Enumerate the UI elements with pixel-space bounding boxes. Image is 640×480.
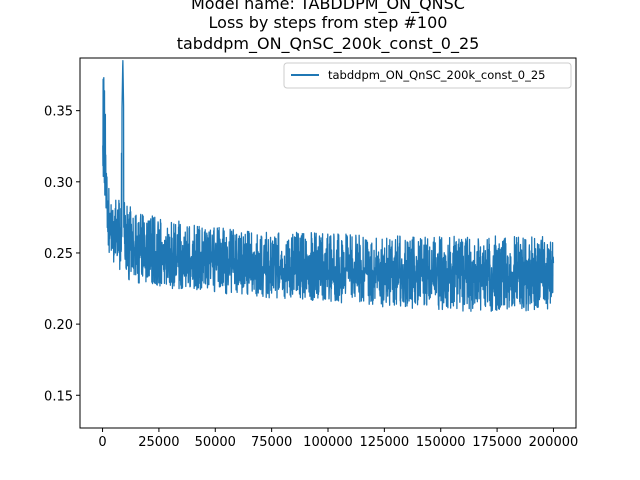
legend-box — [283, 62, 572, 89]
x-tick-label: 75000 — [251, 435, 292, 450]
x-tick-label: 50000 — [195, 435, 236, 450]
title-line-2: Loss by steps from step #100 — [209, 13, 448, 32]
x-tick-label: 175000 — [472, 435, 522, 450]
x-tick-label: 25000 — [138, 435, 179, 450]
y-tick-label: 0.25 — [44, 247, 73, 262]
x-tick-label: 200000 — [529, 435, 579, 450]
x-tick-label: 0 — [98, 435, 106, 450]
y-tick-label: 0.35 — [44, 105, 73, 120]
x-tick-label: 150000 — [416, 435, 466, 450]
series-layer — [102, 60, 555, 312]
x-tick-label: 125000 — [360, 435, 410, 450]
y-axis: 0.15 0.20 0.25 0.30 0.35 — [44, 105, 80, 404]
y-tick-label: 0.15 — [44, 389, 73, 404]
title-line-3: tabddpm_ON_QnSC_200k_const_0_25 — [177, 34, 480, 54]
title-line-1: Model name: TABDDPM_ON_QNSC — [191, 0, 465, 14]
y-tick-label: 0.20 — [44, 318, 73, 333]
legend-label: tabddpm_ON_QnSC_200k_const_0_25 — [328, 68, 546, 82]
chart-title: Model name: TABDDPM_ON_QNSC Loss by step… — [177, 0, 480, 54]
legend: tabddpm_ON_QnSC_200k_const_0_25 — [283, 62, 572, 89]
series-line — [102, 60, 555, 312]
x-axis: 0 25000 50000 75000 100000 125000 150000 175000… — [98, 428, 578, 450]
x-tick-label: 100000 — [303, 435, 353, 450]
y-tick-label: 0.30 — [44, 176, 73, 191]
